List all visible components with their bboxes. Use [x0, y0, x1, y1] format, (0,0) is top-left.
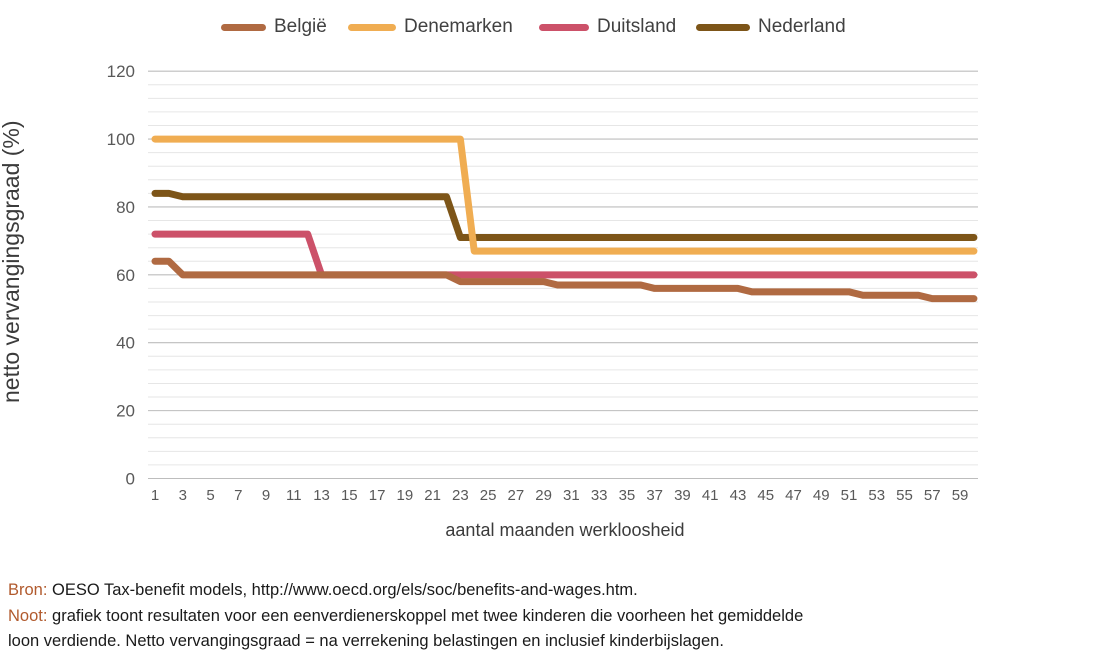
svg-text:49: 49 [813, 487, 830, 504]
svg-text:100: 100 [107, 130, 135, 149]
svg-text:55: 55 [896, 487, 913, 504]
svg-text:80: 80 [116, 198, 135, 217]
svg-text:39: 39 [674, 487, 691, 504]
svg-text:1: 1 [151, 487, 159, 504]
svg-text:20: 20 [116, 402, 135, 421]
svg-text:40: 40 [116, 334, 135, 353]
svg-text:3: 3 [179, 487, 187, 504]
svg-text:31: 31 [563, 487, 580, 504]
svg-text:11: 11 [286, 487, 302, 504]
svg-text:33: 33 [591, 487, 608, 504]
svg-text:23: 23 [452, 487, 469, 504]
svg-text:51: 51 [841, 487, 858, 504]
svg-text:15: 15 [341, 487, 358, 504]
svg-text:45: 45 [757, 487, 774, 504]
svg-text:59: 59 [952, 487, 969, 504]
svg-text:35: 35 [619, 487, 636, 504]
svg-text:57: 57 [924, 487, 941, 504]
svg-text:25: 25 [480, 487, 497, 504]
svg-text:21: 21 [424, 487, 441, 504]
svg-text:7: 7 [234, 487, 242, 504]
svg-text:43: 43 [730, 487, 747, 504]
svg-text:13: 13 [313, 487, 330, 504]
svg-text:5: 5 [206, 487, 214, 504]
svg-text:9: 9 [262, 487, 270, 504]
svg-text:120: 120 [107, 62, 135, 81]
svg-text:19: 19 [396, 487, 413, 504]
svg-text:37: 37 [646, 487, 663, 504]
svg-text:41: 41 [702, 487, 719, 504]
svg-text:29: 29 [535, 487, 552, 504]
svg-text:53: 53 [868, 487, 885, 504]
svg-text:17: 17 [369, 487, 386, 504]
svg-text:0: 0 [126, 470, 135, 489]
svg-text:47: 47 [785, 487, 802, 504]
svg-text:27: 27 [508, 487, 525, 504]
svg-text:60: 60 [116, 266, 135, 285]
